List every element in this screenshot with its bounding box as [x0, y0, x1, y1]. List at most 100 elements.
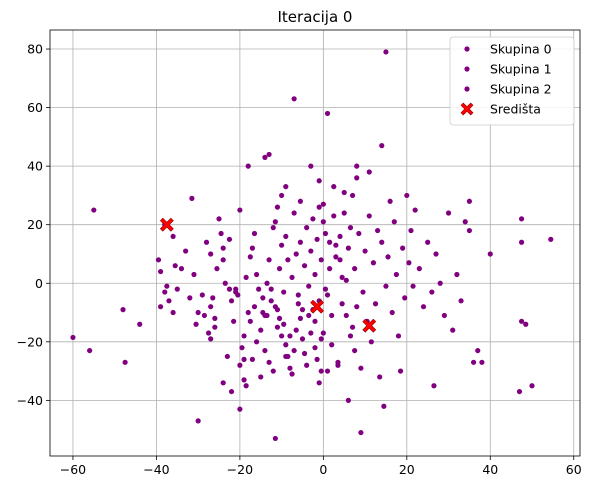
scatter-point-series-1 [279, 242, 285, 248]
scatter-point-series-0 [203, 239, 210, 245]
scatter-point-series-0 [318, 368, 324, 374]
legend-label: Skupina 1 [490, 62, 552, 77]
scatter-point-series-1 [189, 195, 195, 201]
scatter-point-series-2 [337, 233, 343, 240]
scatter-point-series-2 [450, 327, 456, 333]
scatter-point-series-2 [379, 239, 385, 245]
scatter-point-series-2 [523, 321, 529, 327]
scatter-point-series-2 [356, 230, 362, 237]
scatter-point-series-1 [245, 309, 251, 316]
scatter-point-series-0 [178, 266, 185, 272]
scatter-point-series-2 [335, 362, 341, 368]
scatter-point-series-1 [251, 230, 258, 237]
scatter-point-series-0 [172, 263, 178, 269]
scatter-point-series-2 [487, 251, 493, 257]
scatter-point-series-0 [216, 216, 222, 222]
scatter-point-series-2 [385, 254, 391, 260]
x-tick-label: −60 [60, 462, 86, 477]
scatter-point-series-0 [243, 383, 249, 389]
scatter-point-series-1 [293, 251, 299, 257]
scatter-point-series-1 [264, 280, 270, 286]
scatter-point-series-2 [366, 169, 372, 175]
scatter-point-series-0 [308, 330, 314, 336]
scatter-point-series-2 [516, 388, 523, 395]
scatter-point-series-0 [272, 435, 278, 442]
scatter-point-series-1 [260, 295, 266, 301]
scatter-point-series-0 [170, 309, 176, 316]
scatter-point-series-1 [272, 304, 278, 310]
scatter-point-series-1 [301, 263, 308, 269]
scatter-point-series-1 [243, 274, 249, 281]
scatter-point-series-1 [316, 178, 322, 184]
scatter-point-series-2 [462, 219, 468, 225]
scatter-point-series-1 [228, 388, 235, 395]
scatter-point-series-1 [312, 271, 318, 278]
scatter-point-series-0 [87, 347, 93, 354]
x-tick-label: 60 [566, 462, 582, 477]
scatter-point-series-2 [368, 339, 374, 345]
y-tick-label: 20 [27, 217, 43, 232]
legend-label: Skupina 2 [490, 82, 552, 97]
scatter-point-series-1 [299, 307, 306, 313]
scatter-point-series-0 [276, 315, 283, 321]
scatter-point-series-2 [333, 254, 339, 260]
scatter-point-series-2 [404, 192, 410, 199]
scatter-point-series-1 [220, 245, 226, 251]
axis-ticks: −60 −40 −20 0 20 40 60 −40 −20 0 20 40 60 80 [17, 42, 582, 477]
scatter-point-series-2 [518, 318, 525, 324]
scatter-point-series-1 [345, 397, 351, 403]
scatter-point-series-2 [220, 380, 226, 386]
scatter-point-series-0 [289, 371, 295, 377]
scatter-point-series-0 [251, 304, 258, 310]
scatter-point-series-1 [279, 192, 285, 199]
scatter-point-series-0 [137, 321, 143, 327]
scatter-point-series-1 [285, 257, 291, 263]
scatter-point-series-0 [220, 257, 226, 263]
scatter-point-series-1 [291, 96, 297, 102]
center-point [362, 318, 377, 333]
scatter-point-series-1 [210, 295, 216, 301]
scatter-point-series-1 [349, 324, 356, 330]
scatter-point-series-1 [262, 312, 268, 319]
scatter-point-series-0 [226, 236, 233, 242]
x-tick-label: 40 [482, 462, 498, 477]
scatter-point-series-2 [387, 198, 393, 204]
scatter-point-series-2 [266, 151, 272, 158]
scatter-point-series-2 [529, 383, 535, 389]
scatter-point-series-0 [241, 377, 247, 383]
scatter-point-series-0 [256, 286, 262, 292]
y-tick-label: 60 [27, 100, 43, 115]
legend-marker [464, 86, 470, 92]
scatter-point-series-0 [193, 321, 199, 327]
legend-center-marker [460, 102, 474, 116]
scatter-point-series-2 [354, 163, 360, 169]
scatter-point-series-0 [224, 353, 230, 360]
scatter-point-series-0 [316, 380, 322, 386]
scatter-point-series-0 [91, 207, 97, 213]
scatter-point-series-2 [425, 239, 431, 245]
scatter-point-series-1 [283, 233, 289, 240]
scatter-point-series-0 [120, 307, 126, 313]
scatter-point-series-0 [293, 327, 299, 333]
scatter-point-series-0 [187, 295, 193, 301]
scatter-point-series-2 [389, 309, 395, 316]
scatter-point-series-0 [283, 342, 289, 348]
x-tick-label: −40 [143, 462, 169, 477]
scatter-point-series-1 [341, 189, 347, 196]
y-tick-label: 40 [27, 159, 43, 174]
legend-label: Središta [490, 102, 541, 117]
scatter-point-series-0 [155, 257, 162, 263]
scatter-point-series-1 [322, 286, 329, 292]
scatter-point-series-0 [287, 365, 293, 371]
data-points [70, 49, 554, 442]
x-tick-label: 0 [319, 462, 327, 477]
scatter-point-series-2 [470, 359, 477, 365]
scatter-point-series-0 [281, 321, 287, 327]
scatter-point-series-2 [327, 239, 333, 245]
scatter-point-series-1 [237, 207, 243, 213]
legend-marker [464, 66, 470, 72]
scatter-point-series-1 [322, 230, 329, 237]
legend: Skupina 0 Skupina 1 Skupina 2 Središta [449, 36, 575, 126]
scatter-point-series-2 [441, 312, 447, 319]
